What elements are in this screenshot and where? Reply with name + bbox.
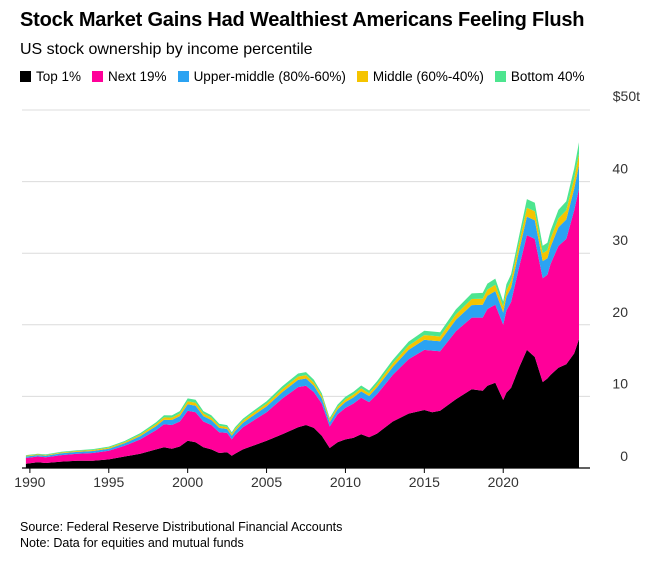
legend-swatch <box>494 71 506 82</box>
legend-swatch <box>92 71 104 82</box>
x-tick-label: 2015 <box>409 474 440 490</box>
area-middle-60-40 <box>25 153 579 457</box>
legend-item-next-19: Next 19% <box>92 69 167 84</box>
legend-swatch <box>20 71 31 82</box>
x-tick-label: 2010 <box>330 474 361 490</box>
area-next-19 <box>25 188 579 464</box>
x-tick-label: 2020 <box>488 474 519 490</box>
legend-label: Next 19% <box>108 69 167 84</box>
x-axis-ticks: 1990 1995 2000 2005 2010 2015 2020 <box>14 468 519 490</box>
y-axis-ticks: 0 10 20 30 40 $50t <box>612 88 640 464</box>
legend-item-bottom-40: Bottom 40% <box>494 69 585 84</box>
legend-item-middle-60-40: Middle (60%-40%) <box>356 69 484 84</box>
area-upper-middle-80-60 <box>25 165 579 458</box>
area-series <box>25 142 579 468</box>
legend-label: Bottom 40% <box>510 69 585 84</box>
legend-item-top-1: Top 1% <box>20 69 81 84</box>
y-unit-label: $50t <box>613 88 640 104</box>
x-tick-label: 1990 <box>14 474 45 490</box>
y-tick-label: 0 <box>620 448 628 464</box>
chart-legend: Top 1% Next 19% Upper-middle (80%-60%) Midd… <box>20 69 584 84</box>
y-tick-label: 40 <box>612 161 628 177</box>
legend-label: Upper-middle (80%-60%) <box>193 69 346 84</box>
y-tick-label: 20 <box>612 304 628 320</box>
legend-label: Top 1% <box>36 69 82 84</box>
legend-swatch <box>356 71 368 82</box>
x-tick-label: 1995 <box>93 474 124 490</box>
x-tick-label: 2000 <box>172 474 203 490</box>
area-bottom-40 <box>25 142 579 456</box>
chart-subtitle: US stock ownership by income percentile <box>20 41 313 58</box>
y-tick-label: 10 <box>612 375 628 391</box>
chart-title: Stock Market Gains Had Wealthiest Americ… <box>20 9 585 31</box>
chart-footer: Source: Federal Reserve Distributional F… <box>20 519 342 551</box>
y-tick-label: 30 <box>612 232 628 248</box>
source-note: Source: Federal Reserve Distributional F… <box>20 520 343 534</box>
legend-item-upper-middle-80-60: Upper-middle (80%-60%) <box>177 69 346 84</box>
data-note: Note: Data for equities and mutual funds <box>20 536 244 550</box>
legend-swatch <box>177 71 189 82</box>
area-top-1 <box>25 339 579 468</box>
x-tick-label: 2005 <box>251 474 282 490</box>
legend-label: Middle (60%-40%) <box>372 69 484 84</box>
